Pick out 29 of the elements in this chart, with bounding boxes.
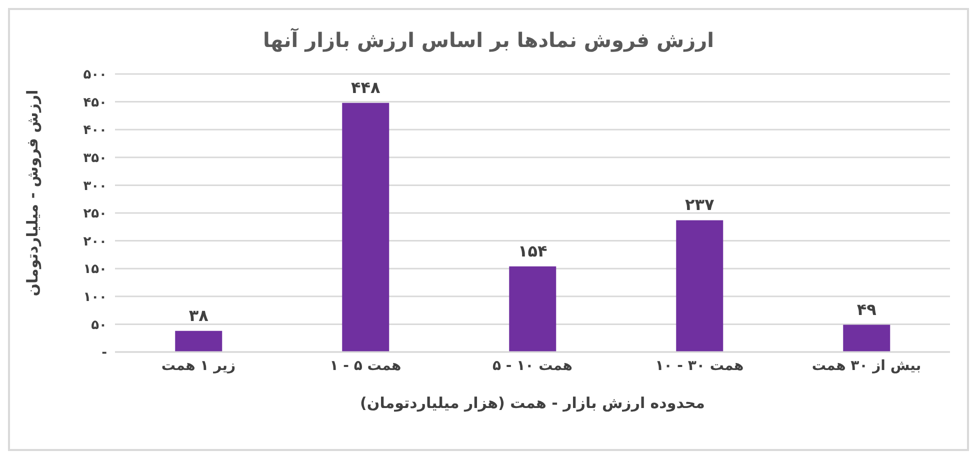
bar <box>843 324 890 352</box>
data-label: ۴۹ <box>856 300 877 319</box>
data-label: ۳۸ <box>188 306 209 325</box>
x-tick-label: بیش از ۳۰ همت <box>812 358 922 374</box>
data-label: ۲۳۷ <box>684 195 715 214</box>
bar <box>175 330 222 352</box>
x-axis-title: محدوده ارزش بازار - همت (هزار میلیاردتومان) <box>360 394 705 412</box>
chart-title: ارزش فروش نمادها بر اساس ارزش بازار آنها <box>262 28 715 52</box>
y-tick-label: ۴۰۰ <box>83 123 107 138</box>
x-tick-label: زیر ۱ همت <box>161 358 236 374</box>
x-tick-label: ۵ - ۱۰ همت <box>492 358 572 374</box>
y-tick-label: ۵۰۰ <box>83 68 107 83</box>
data-label: ۴۴۸ <box>350 78 381 97</box>
y-tick-label: ۲۵۰ <box>83 206 107 222</box>
bar <box>342 102 390 352</box>
y-tick-label: ۳۰۰ <box>83 178 107 194</box>
y-tick-label: ۵۰ <box>91 318 107 333</box>
y-tick-label: ۲۰۰ <box>83 234 107 250</box>
y-axis-title: ارزش فروش - میلیاردتومان <box>23 90 42 296</box>
x-tick-label: ۱۰ - ۳۰ همت <box>655 358 744 374</box>
y-tick-label: ۱۰۰ <box>83 290 107 306</box>
bar <box>509 266 556 352</box>
x-tick-label: ۱ - ۵ همت <box>330 358 402 374</box>
y-tick-label: - <box>102 346 107 361</box>
y-tick-label: ۳۵۰ <box>83 151 107 166</box>
y-tick-label: ۱۵۰ <box>83 262 107 278</box>
y-tick-label: ۴۵۰ <box>83 95 107 110</box>
data-label: ۱۵۴ <box>518 241 548 260</box>
bar <box>676 220 724 352</box>
